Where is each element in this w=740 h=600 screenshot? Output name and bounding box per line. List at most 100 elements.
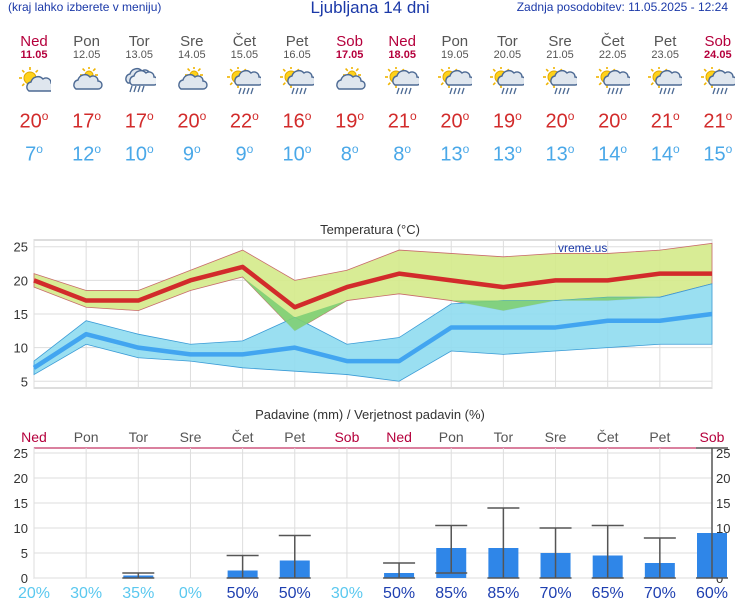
precip-probability: 20% — [18, 585, 50, 600]
y-tick-label-right: 25 — [716, 446, 730, 461]
precip-probability: 70% — [644, 585, 676, 600]
min-temp: 8o — [340, 141, 359, 166]
day-name: Čet — [232, 33, 257, 50]
day-name: Tor — [128, 33, 150, 50]
day-date: 22.05 — [598, 49, 627, 61]
precip-probability: 0% — [179, 585, 202, 600]
precip-day-label: Ned — [21, 429, 47, 445]
sun-rain-icon — [280, 67, 314, 95]
max-temp: 17o — [124, 109, 154, 133]
location-hint: (kraj lahko izberete v meniju) — [8, 0, 162, 14]
max-temp: 21o — [703, 109, 733, 133]
day-name: Čet — [600, 33, 625, 50]
min-temp: 9o — [235, 141, 254, 166]
precip-probability: 60% — [696, 585, 728, 600]
last-updated: Zadnja posodobitev: 11.05.2025 - 12:24 — [516, 0, 728, 14]
max-temp: 22o — [229, 109, 259, 133]
day-date: 14.05 — [178, 49, 206, 61]
y-tick-label: 25 — [14, 240, 28, 255]
precip-day-label: Ned — [386, 429, 412, 445]
max-temp: 20o — [545, 109, 575, 133]
y-tick-label: 5 — [21, 546, 28, 561]
day-name: Pet — [285, 33, 309, 50]
day-name: Pet — [653, 33, 677, 50]
day-name: Sre — [548, 33, 572, 50]
day-column: Tor 13.05 17o 10o — [113, 34, 165, 165]
min-temp: 8o — [393, 141, 412, 166]
day-date: 18.05 — [388, 49, 416, 61]
day-name: Pon — [441, 33, 469, 50]
max-temp: 19o — [492, 109, 522, 133]
y-tick-label: 25 — [14, 446, 28, 461]
precip-day-label: Pon — [74, 429, 99, 445]
max-temp: 21o — [650, 109, 680, 133]
precip-probability: 35% — [122, 585, 154, 600]
sun-rain-icon — [490, 67, 525, 95]
cloud-sun-icon — [72, 67, 103, 90]
day-date: 16.05 — [283, 49, 311, 61]
day-name: Tor — [496, 33, 518, 50]
temp-chart-title: Temperatura (°C) — [320, 222, 420, 237]
y-tick-label: 5 — [21, 374, 28, 389]
sun-cloud-icon — [19, 67, 51, 92]
precip-chart-title: Padavine (mm) / Verjetnost padavin (%) — [255, 407, 485, 422]
min-temp: 14o — [598, 141, 628, 166]
precip-day-label: Čet — [232, 429, 254, 445]
min-temp: 7o — [25, 141, 43, 166]
day-column: Sob 17.05 19o 8o — [324, 34, 376, 165]
cloud-sun-icon — [335, 67, 366, 90]
sun-rain-icon — [227, 67, 262, 95]
precip-day-label: Sre — [180, 429, 202, 445]
sun-rain-icon — [700, 67, 735, 95]
day-date: 23.05 — [651, 49, 679, 61]
min-temp: 13o — [492, 141, 522, 166]
y-tick-label: 0 — [21, 571, 28, 586]
precip-day-label: Tor — [129, 429, 149, 445]
precip-probability: 30% — [70, 585, 102, 600]
day-column: Pon 19.05 20o 13o — [429, 34, 481, 165]
page-title: Ljubljana 14 dni — [310, 0, 430, 17]
y-tick-label: 10 — [14, 341, 28, 356]
day-name: Ned — [20, 33, 48, 50]
day-date: 19.05 — [441, 49, 469, 61]
y-tick-label: 20 — [14, 471, 28, 486]
day-name: Sob — [704, 33, 732, 50]
min-temp: 10o — [124, 141, 154, 166]
day-column: Tor 20.05 19o 13o — [481, 34, 533, 165]
day-column: Sob 24.05 21o 15o — [692, 34, 740, 165]
day-column: Sre 14.05 20o 9o — [166, 34, 218, 165]
precip-probability: 70% — [540, 585, 572, 600]
precip-day-label: Sre — [545, 429, 567, 445]
max-temp: 20o — [177, 109, 207, 133]
max-temp: 17o — [72, 109, 102, 133]
max-temp: 20o — [19, 109, 49, 133]
precip-probability: 85% — [487, 585, 519, 600]
cloud-sun-icon — [177, 67, 208, 90]
precip-probability: 30% — [331, 585, 363, 600]
day-date: 12.05 — [72, 49, 101, 61]
day-date: 11.05 — [20, 49, 48, 61]
precip-day-label: Čet — [597, 429, 619, 445]
forecast-charts: Temperatura (°C) 5 10 15 20 25 vreme.us Padavin… — [14, 222, 731, 600]
day-column: Pet 23.05 21o 14o — [639, 34, 691, 165]
min-temp: 9o — [182, 141, 201, 166]
day-column: Ned 18.05 21o 8o — [376, 34, 428, 165]
day-name: Ned — [388, 33, 416, 50]
max-temp: 20o — [440, 109, 470, 133]
day-date: 15.05 — [230, 49, 259, 61]
y-tick-label: 15 — [14, 307, 28, 322]
day-column: Čet 22.05 20o 14o — [587, 34, 639, 165]
day-column: Pon 12.05 17o 12o — [61, 34, 113, 165]
precip-day-label: Tor — [494, 429, 514, 445]
y-tick-label: 20 — [14, 273, 28, 288]
max-temp: 19o — [335, 109, 365, 133]
day-name: Sre — [180, 33, 204, 50]
precip-probability: 50% — [383, 585, 415, 600]
precip-day-label: Pet — [649, 429, 670, 445]
precip-probability: 65% — [592, 585, 624, 600]
y-tick-label: 15 — [14, 496, 28, 511]
y-tick-label: 10 — [14, 521, 28, 536]
min-temp: 12o — [72, 141, 102, 166]
min-temp: 10o — [282, 141, 312, 166]
y-tick-label-right: 15 — [716, 496, 730, 511]
